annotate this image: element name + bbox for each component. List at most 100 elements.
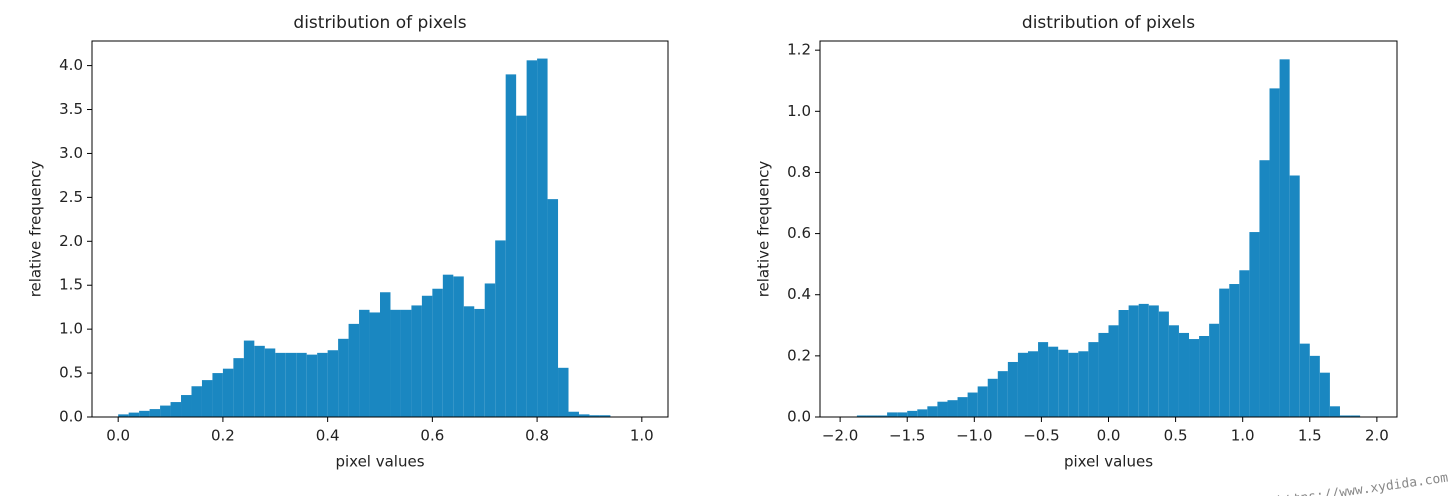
bar	[907, 410, 918, 417]
bar	[128, 412, 140, 417]
bar	[537, 58, 548, 417]
bar	[977, 386, 988, 417]
bar	[1229, 284, 1240, 417]
y-tick-label: 0.6	[787, 224, 811, 242]
x-tick-label: 0.0	[1097, 427, 1121, 445]
bar	[400, 309, 412, 417]
bar	[1239, 270, 1250, 417]
bar	[987, 378, 998, 417]
x-tick-label: −2.0	[822, 427, 858, 445]
bar	[306, 354, 318, 417]
bar	[285, 352, 297, 417]
bar	[432, 288, 443, 417]
bar	[1158, 311, 1169, 417]
y-tick-label: 2.5	[59, 188, 83, 206]
x-tick-label: 0.2	[211, 427, 235, 445]
x-tick-label: 1.0	[1231, 427, 1255, 445]
x-tick-label: 0.8	[525, 427, 549, 445]
bar	[348, 323, 360, 417]
bar	[181, 395, 192, 417]
x-tick-label: 0.6	[420, 427, 444, 445]
bar	[1319, 372, 1330, 417]
y-tick-label: 1.0	[787, 102, 811, 120]
bar	[139, 410, 150, 417]
chart-title: distribution of pixels	[293, 13, 466, 33]
bar	[474, 308, 485, 417]
bar	[927, 406, 938, 417]
y-tick-label: 0.5	[59, 364, 83, 382]
x-tick-label: −1.0	[956, 427, 992, 445]
bar	[453, 276, 464, 417]
bar	[866, 415, 878, 417]
y-tick-label: 0.0	[787, 408, 811, 426]
bar	[967, 392, 978, 417]
bar	[897, 412, 908, 417]
bar	[917, 409, 928, 417]
bar	[1309, 355, 1320, 417]
bar	[1259, 160, 1270, 417]
bar	[1209, 323, 1220, 417]
bar	[1128, 305, 1139, 417]
x-tick-label: −1.5	[889, 427, 925, 445]
x-tick-label: 0.0	[106, 427, 130, 445]
bar	[380, 292, 391, 417]
y-tick-label: 0.8	[787, 163, 811, 181]
x-tick-label: 2.0	[1365, 427, 1389, 445]
x-tick-label: 1.5	[1298, 427, 1322, 445]
bar	[1138, 303, 1149, 417]
bar	[243, 340, 255, 417]
bar	[327, 350, 339, 417]
bar	[1058, 349, 1069, 417]
y-tick-label: 1.2	[787, 41, 811, 59]
bar	[1098, 332, 1109, 417]
bar	[558, 367, 569, 417]
bar	[1088, 342, 1099, 417]
y-axis-label: relative frequency	[755, 161, 773, 298]
bar	[1038, 342, 1049, 417]
bar	[390, 309, 401, 417]
bar	[369, 312, 380, 417]
y-axis-label: relative frequency	[27, 161, 45, 298]
bar	[1339, 415, 1351, 417]
bar	[191, 386, 202, 417]
bar	[296, 352, 307, 417]
bar	[947, 400, 958, 417]
bar	[599, 415, 611, 417]
bar	[1168, 325, 1179, 417]
bar	[856, 415, 867, 417]
y-tick-label: 0.0	[59, 408, 83, 426]
bar	[1299, 343, 1310, 417]
y-tick-label: 2.0	[59, 232, 83, 250]
x-axis-label: pixel values	[1064, 453, 1153, 471]
bar	[997, 371, 1008, 417]
x-tick-label: 1.0	[630, 427, 654, 445]
bar	[547, 199, 559, 417]
bar	[421, 295, 433, 417]
bar	[578, 414, 590, 417]
y-tick-label: 4.0	[59, 56, 83, 74]
bar	[317, 352, 328, 417]
x-tick-label: −0.5	[1023, 427, 1059, 445]
bar	[264, 348, 276, 417]
bar	[526, 60, 538, 418]
bar	[254, 345, 265, 417]
bar	[1027, 351, 1039, 417]
bar	[1078, 351, 1089, 417]
bar	[1178, 332, 1190, 417]
y-tick-label: 1.0	[59, 320, 83, 338]
bar	[1249, 232, 1260, 417]
bar	[118, 414, 129, 417]
bar	[877, 415, 888, 417]
bar	[937, 401, 948, 417]
bar	[505, 74, 517, 417]
x-tick-label: 0.5	[1164, 427, 1188, 445]
y-tick-label: 1.5	[59, 276, 83, 294]
bar	[222, 368, 234, 417]
bar	[463, 306, 475, 417]
bar	[495, 240, 506, 417]
bar	[338, 338, 349, 417]
bar	[1199, 335, 1210, 417]
bar	[568, 411, 579, 417]
